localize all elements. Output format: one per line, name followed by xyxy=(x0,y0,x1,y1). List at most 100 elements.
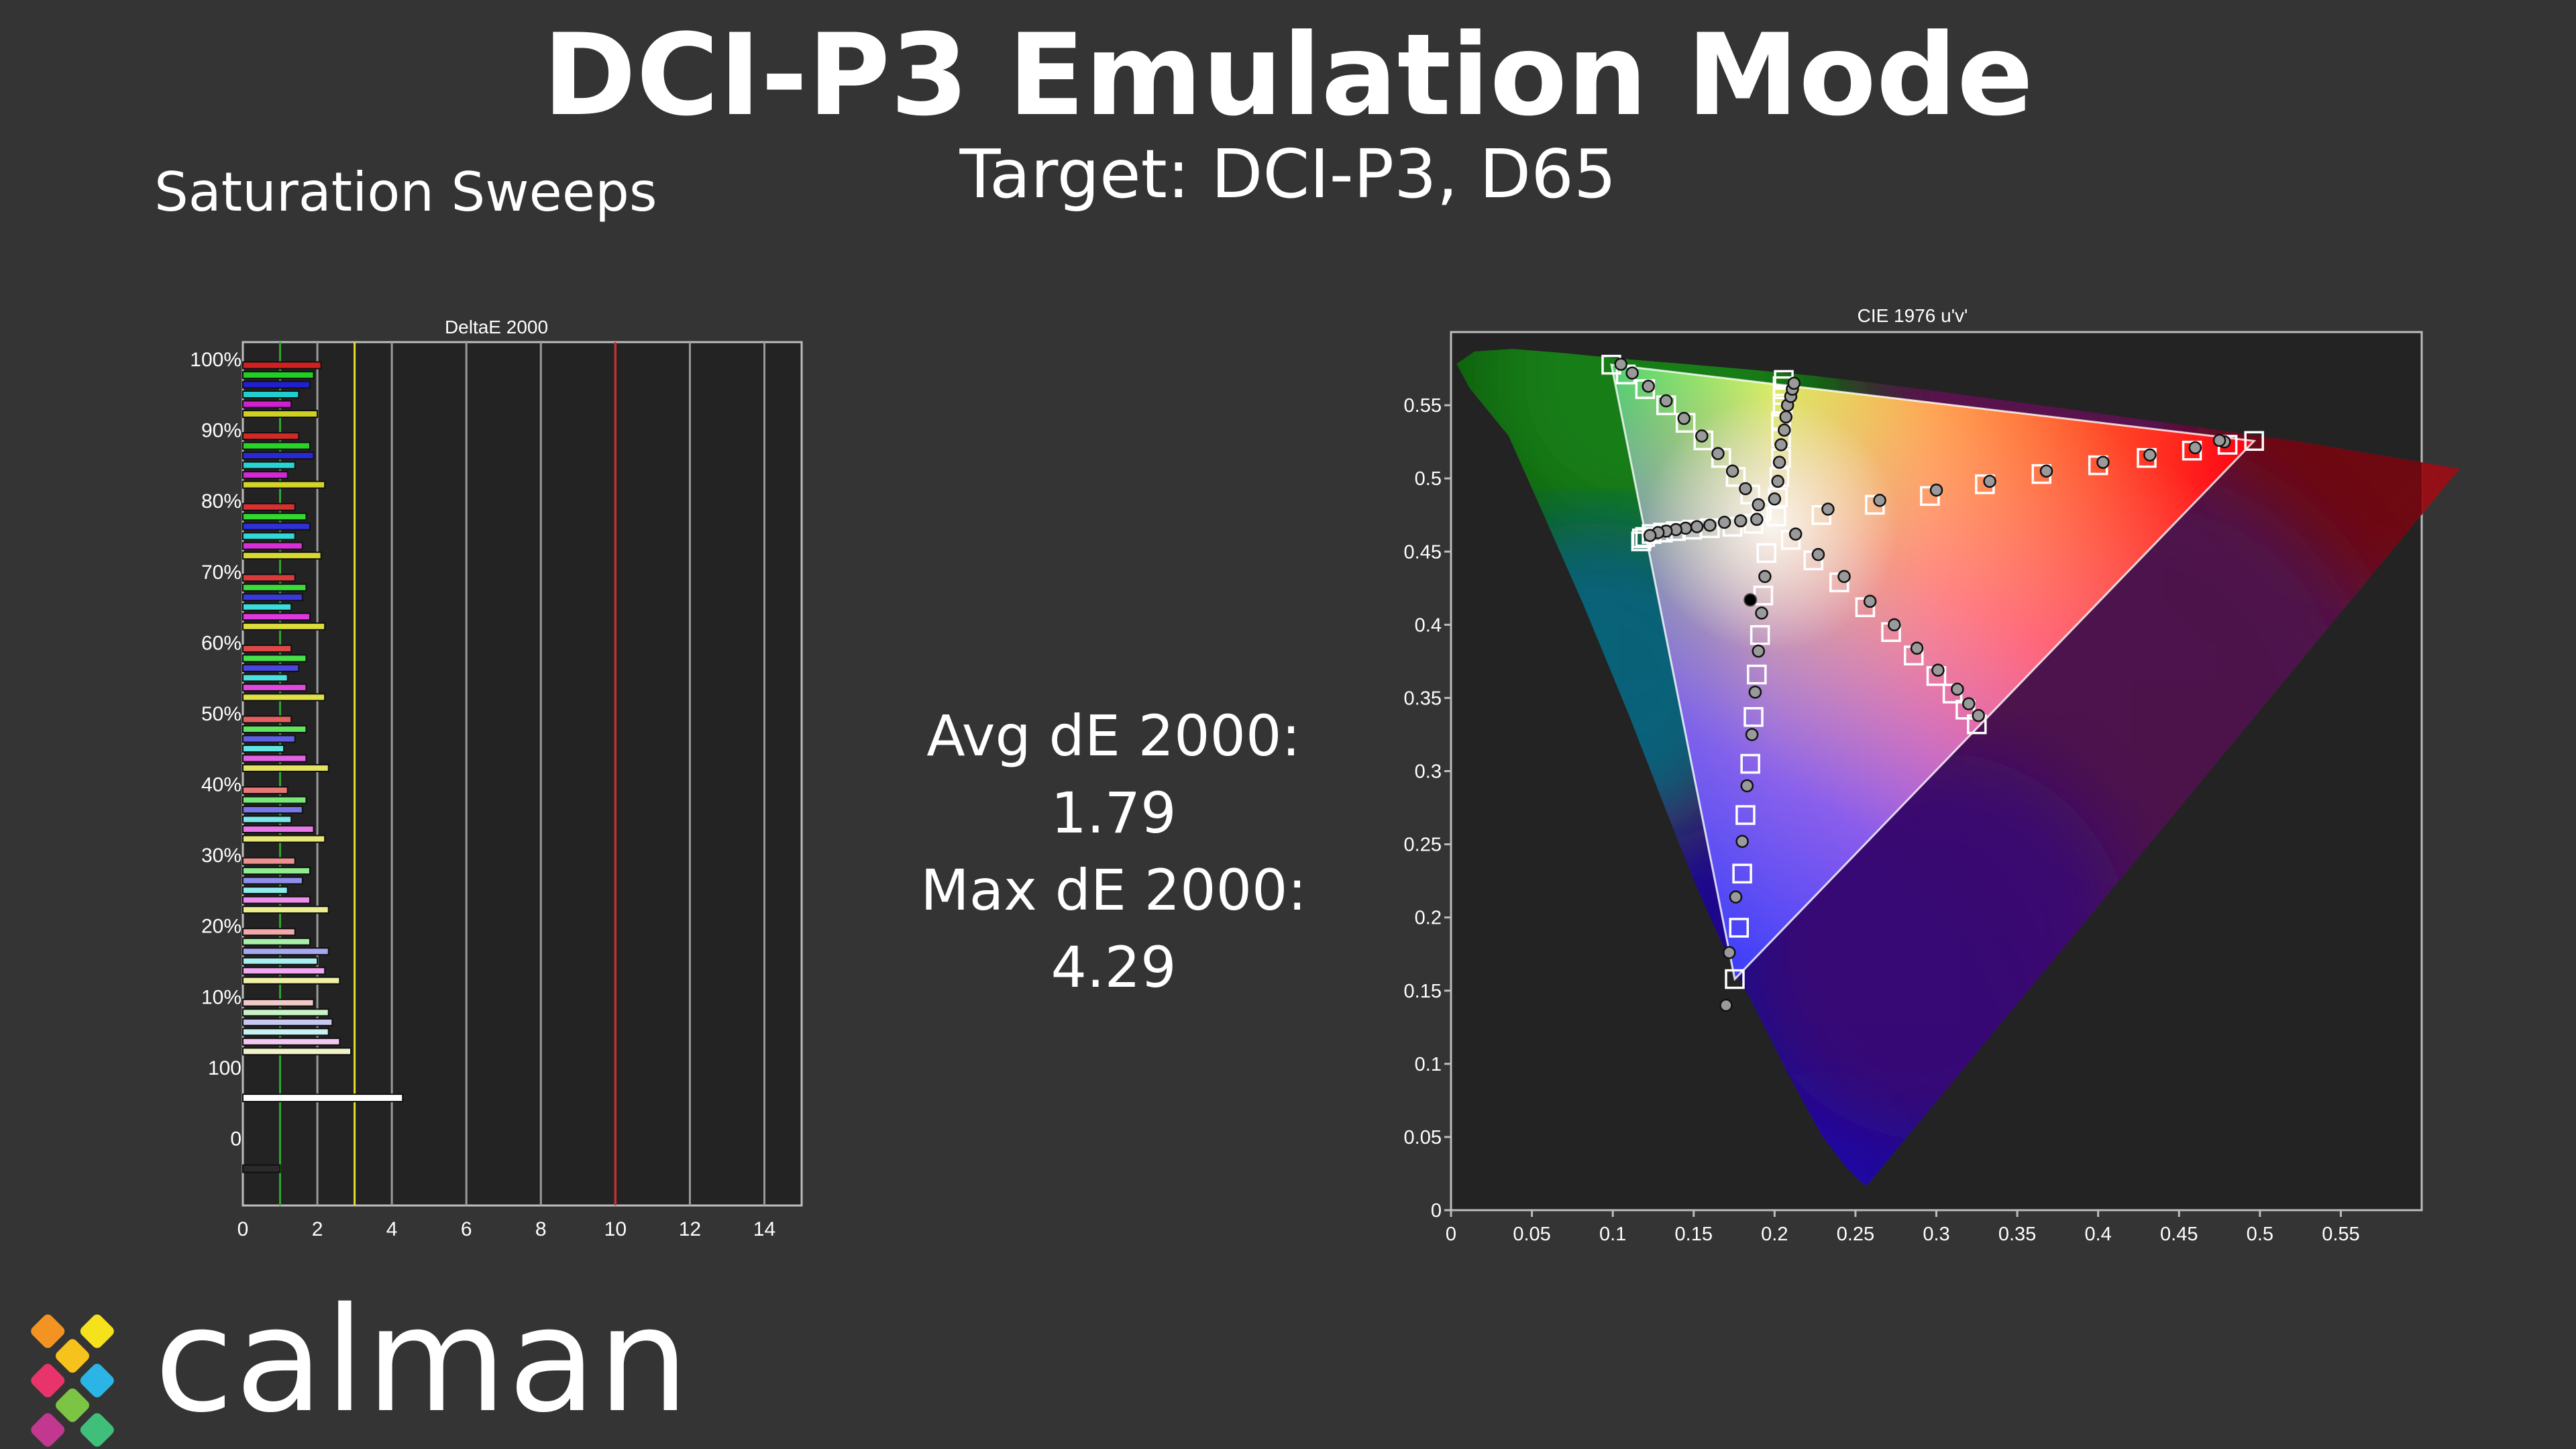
measured-white-marker xyxy=(1743,593,1758,607)
delta-e-bar xyxy=(242,674,288,682)
bar-group-label: 0 xyxy=(230,1128,241,1150)
measured-marker-blue xyxy=(1755,606,1768,620)
delta-e-bar xyxy=(242,663,300,672)
delta-e-bar xyxy=(242,400,292,409)
delta-e-bar xyxy=(242,796,307,804)
measured-marker-yellow xyxy=(1768,492,1782,506)
measured-marker-red xyxy=(2188,441,2202,455)
delta-e-bar xyxy=(242,693,326,702)
measured-marker-magenta xyxy=(1888,618,1901,632)
cie-x-tick-label: 0.1 xyxy=(1599,1224,1626,1245)
delta-e-bar xyxy=(242,867,311,875)
measured-marker-blue xyxy=(1758,570,1772,584)
target-marker-blue xyxy=(1735,805,1756,825)
measured-marker-yellow xyxy=(1774,438,1788,451)
bar-chart-title: DeltaE 2000 xyxy=(445,317,548,337)
measured-marker-cyan xyxy=(1703,519,1717,532)
page-title: DCI-P3 Emulation Mode xyxy=(542,9,2034,141)
cie-x-tick-label: 0.35 xyxy=(1998,1224,2036,1245)
delta-e-bar xyxy=(242,763,329,772)
cie-y-tick-label: 0.25 xyxy=(1404,835,1442,856)
cie-x-tick-label: 0.4 xyxy=(2085,1224,2112,1245)
measured-marker-blue xyxy=(1723,946,1736,959)
measured-marker-red xyxy=(2212,433,2226,447)
measured-marker-green xyxy=(1695,429,1709,443)
measured-marker-cyan xyxy=(1750,513,1764,527)
target-marker-blue xyxy=(1740,753,1760,774)
delta-e-bar xyxy=(242,857,296,865)
measured-marker-green xyxy=(1739,482,1752,496)
measured-marker-blue xyxy=(1745,728,1759,741)
stats-panel: Avg dE 2000: 1.79 Max dE 2000: 4.29 xyxy=(865,698,1362,1006)
delta-e-bar xyxy=(242,976,341,985)
measured-marker-cyan xyxy=(1733,514,1748,528)
measured-marker-blue xyxy=(1752,644,1765,658)
measured-marker-green xyxy=(1642,379,1655,393)
measured-marker-blue xyxy=(1748,685,1762,699)
delta-e-bar xyxy=(242,815,292,824)
bar-group-label: 100 xyxy=(208,1057,241,1079)
delta-e-bar xyxy=(242,1093,404,1103)
bar-group-label: 100% xyxy=(190,349,241,371)
delta-e-bar xyxy=(242,876,303,885)
bar-group-label: 10% xyxy=(201,986,241,1008)
delta-e-bar xyxy=(242,551,322,560)
measured-marker-red xyxy=(2096,455,2110,469)
delta-e-bar xyxy=(242,998,315,1007)
cie-chart-title: CIE 1976 u'v' xyxy=(1858,305,1968,326)
delta-e-bar xyxy=(242,371,315,380)
delta-e-bar xyxy=(242,683,307,692)
delta-e-bar xyxy=(242,715,292,724)
delta-e-bar xyxy=(242,825,315,834)
cie-x-tick-label: 0.25 xyxy=(1837,1224,1874,1245)
cie-y-tick-label: 0.55 xyxy=(1404,395,1442,417)
section-label: Saturation Sweeps xyxy=(154,161,657,223)
delta-e-bar xyxy=(242,947,329,956)
measured-marker-green xyxy=(1725,464,1739,478)
delta-e-bar xyxy=(242,390,300,399)
bar-x-tick-label: 6 xyxy=(461,1218,472,1240)
page-subtitle: Target: DCI-P3, D65 xyxy=(959,135,1617,213)
cie-x-tick-label: 0.55 xyxy=(2322,1224,2359,1245)
bar-plot-area xyxy=(241,341,803,1207)
bar-group-label: 50% xyxy=(201,703,241,725)
cie-x-tick-label: 0.3 xyxy=(1923,1224,1949,1245)
delta-e-bar xyxy=(242,480,326,489)
measured-marker-green xyxy=(1711,447,1725,460)
delta-e-bar xyxy=(242,471,288,480)
delta-e-bar xyxy=(242,835,326,843)
delta-e-bar xyxy=(242,541,303,550)
measured-marker-magenta xyxy=(1962,697,1976,710)
delta-e-bar xyxy=(242,441,311,450)
measured-marker-magenta xyxy=(1863,594,1877,608)
measured-marker-magenta xyxy=(1951,682,1964,696)
measured-marker-red xyxy=(1821,502,1835,516)
delta-e-bar xyxy=(242,754,307,763)
delta-e-bar xyxy=(242,906,329,914)
delta-e-bar xyxy=(242,451,315,460)
cie-x-tick-label: 0.5 xyxy=(2247,1224,2273,1245)
bar-group-label: 30% xyxy=(201,845,241,867)
measured-marker-cyan xyxy=(1643,529,1657,543)
bar-x-tick-label: 0 xyxy=(237,1218,249,1240)
delta-e-bar xyxy=(242,593,303,602)
measured-marker-green xyxy=(1625,366,1639,380)
bar-group-label: 40% xyxy=(201,774,241,796)
measured-marker-magenta xyxy=(1972,708,1985,722)
bar-x-tick-label: 2 xyxy=(312,1218,323,1240)
delta-e-bar xyxy=(242,937,311,946)
cie-y-tick-label: 0.2 xyxy=(1415,908,1442,929)
delta-e-bar xyxy=(242,602,292,611)
bar-x-tick-label: 8 xyxy=(535,1218,547,1240)
delta-e-bar xyxy=(242,967,326,975)
bar-group-label: 70% xyxy=(201,561,241,584)
measured-marker-magenta xyxy=(1811,547,1825,561)
delta-e-bar xyxy=(242,886,288,895)
delta-e-bar xyxy=(242,1028,329,1036)
bar-x-tick-label: 12 xyxy=(679,1218,701,1240)
cie-y-tick-label: 0.1 xyxy=(1415,1054,1442,1075)
cie-x-tick-label: 0.45 xyxy=(2160,1224,2198,1245)
measured-marker-magenta xyxy=(1837,570,1851,584)
